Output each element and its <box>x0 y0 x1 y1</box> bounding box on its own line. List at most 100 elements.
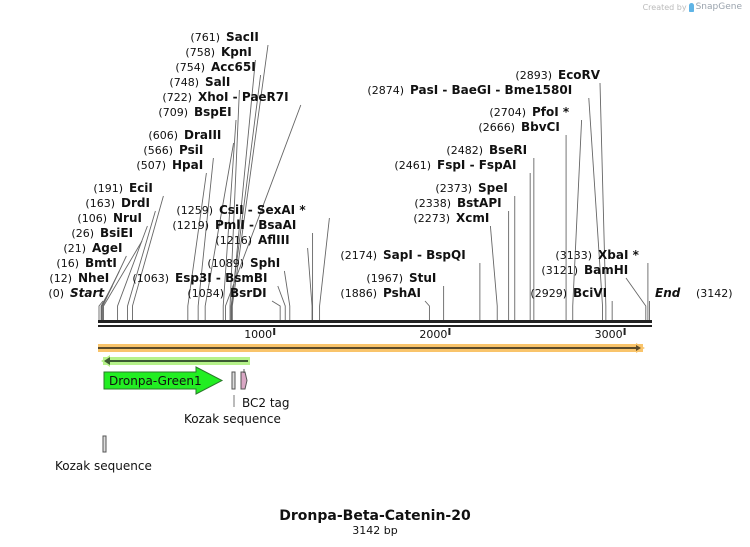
site-name: Start <box>70 286 105 300</box>
site-bsiei[interactable]: BsiEI (26) <box>71 226 133 240</box>
site-bbvci[interactable]: BbvCI (2666) <box>478 120 559 134</box>
orf-reverse-arrow[interactable] <box>101 355 250 367</box>
orf-forward-arrow[interactable] <box>98 343 645 353</box>
site-position: (606) <box>148 129 178 142</box>
site-name: StuI <box>409 271 436 285</box>
site-position: (3121) <box>541 264 578 277</box>
site-position: (2273) <box>413 212 450 225</box>
ruler: 1000 2000 3000 <box>244 328 626 341</box>
site-leader-line <box>117 225 148 320</box>
site-labels: Start (0) NheI (12) BmtI (16) AgeI (21) BsiEI (26… <box>48 30 732 300</box>
site-esp3i[interactable]: Esp3I - BsmBI (1063) <box>132 271 267 285</box>
site-leader-line <box>599 82 607 320</box>
site-start[interactable]: Start (0) <box>48 286 105 300</box>
feature-kozak-sequence-1[interactable]: Kozak sequence <box>184 371 281 426</box>
site-bspei[interactable]: BspEI (709) <box>158 105 231 119</box>
site-agei[interactable]: AgeI (21) <box>63 241 122 255</box>
site-bsrdi[interactable]: BsrDI (1034) <box>187 286 266 300</box>
site-nhei[interactable]: NheI (12) <box>49 271 109 285</box>
site-xbai[interactable]: XbaI * (3133) <box>555 248 639 262</box>
snapgene-credit: Created by SnapGene <box>643 2 742 12</box>
site-pasi[interactable]: PasI - BaeGI - Bme1580I (2874) <box>367 83 572 97</box>
site-name: BstAPI <box>457 196 502 210</box>
site-position: (2338) <box>414 197 451 210</box>
site-leader-line <box>307 247 313 320</box>
site-leader-line <box>225 104 302 320</box>
bc2-tag-label: BC2 tag <box>242 396 290 410</box>
site-name: EciI <box>129 181 153 195</box>
site-pfoi[interactable]: PfoI * (2704) <box>489 105 569 119</box>
site-name: DrdI <box>121 196 150 210</box>
site-drdi[interactable]: DrdI (163) <box>85 196 150 210</box>
site-sphi[interactable]: SphI (1089) <box>207 256 280 270</box>
site-psii[interactable]: PsiI (566) <box>143 143 203 157</box>
site-position: (191) <box>93 182 123 195</box>
site-position: (1034) <box>187 287 224 300</box>
site-leader-line <box>424 300 430 320</box>
site-leader-line <box>127 210 156 320</box>
site-xhoi[interactable]: XhoI - PaeR7I (722) <box>162 90 288 104</box>
site-position: (1886) <box>340 287 377 300</box>
site-afliii[interactable]: AflIII (1216) <box>215 233 289 247</box>
site-position: (2704) <box>489 106 526 119</box>
site-name: FspI - FspAI <box>437 158 516 172</box>
site-leader-line <box>283 270 291 320</box>
site-name: PsiI <box>179 143 203 157</box>
site-name: XhoI - PaeR7I <box>198 90 289 104</box>
site-name: PshAI <box>383 286 421 300</box>
site-sali[interactable]: SalI (748) <box>169 75 230 89</box>
site-bmti[interactable]: BmtI (16) <box>56 256 116 270</box>
site-bcivi[interactable]: BciVI (2929) <box>530 286 607 300</box>
site-name: NheI <box>78 271 109 285</box>
plasmid-name: Dronpa-Beta-Catenin-20 <box>279 508 471 524</box>
site-leader-line <box>187 172 207 320</box>
site-sapi[interactable]: SapI - BspQI (2174) <box>340 248 465 262</box>
site-ecii[interactable]: EciI (191) <box>93 181 152 195</box>
site-name: SalI <box>205 75 230 89</box>
site-leader-line <box>489 225 498 320</box>
site-kpni[interactable]: KpnI (758) <box>185 45 252 59</box>
site-position: (754) <box>175 61 205 74</box>
site-name: XcmI <box>456 211 489 225</box>
site-csii[interactable]: CsiI - SexAI * (1259) <box>176 203 306 217</box>
site-position: (566) <box>143 144 173 157</box>
site-leader-line <box>222 119 237 320</box>
site-leader-line <box>271 300 281 320</box>
site-name: HpaI <box>172 158 203 172</box>
site-hpai[interactable]: HpaI (507) <box>136 158 203 172</box>
site-position: (1219) <box>172 219 209 232</box>
site-position: (2373) <box>435 182 472 195</box>
credit-brand: SnapGene <box>695 2 742 12</box>
site-acc65i[interactable]: Acc65I (754) <box>175 60 255 74</box>
site-stui[interactable]: StuI (1967) <box>366 271 436 285</box>
site-name: BspEI <box>194 105 232 119</box>
site-name: SapI - BspQI <box>383 248 466 262</box>
site-draiii[interactable]: DraIII (606) <box>148 128 221 142</box>
site-bstapi[interactable]: BstAPI (2338) <box>414 196 501 210</box>
site-pmli[interactable]: PmlI - BsaAI (1219) <box>172 218 296 232</box>
site-end[interactable]: End (3142) <box>655 286 733 300</box>
ruler-tick-label: 2000 <box>419 328 447 341</box>
site-spei[interactable]: SpeI (2373) <box>435 181 507 195</box>
feature-dronpa-green1[interactable]: Dronpa-Green1 <box>103 366 224 395</box>
site-fspi[interactable]: FspI - FspAI (2461) <box>394 158 516 172</box>
site-position: (2482) <box>446 144 483 157</box>
site-xcmi[interactable]: XcmI (2273) <box>413 211 489 225</box>
site-name: BseRI <box>489 143 527 157</box>
site-pshai[interactable]: PshAI (1886) <box>340 286 421 300</box>
site-bamhi[interactable]: BamHI (3121) <box>541 263 628 277</box>
site-position: (21) <box>63 242 86 255</box>
feature-bc2-tag[interactable]: BC2 tag <box>240 369 290 410</box>
feature-kozak-sequence-2[interactable]: Kozak sequence <box>55 435 152 473</box>
site-name: BsrDI <box>230 286 267 300</box>
site-bseri[interactable]: BseRI (2482) <box>446 143 527 157</box>
site-position: (722) <box>162 91 192 104</box>
site-sacii[interactable]: SacII (761) <box>190 30 258 44</box>
site-nrui[interactable]: NruI (106) <box>77 211 142 225</box>
site-leader-line <box>229 89 240 320</box>
site-name: EcoRV <box>558 68 601 82</box>
site-name: PfoI * <box>532 105 570 119</box>
site-ecorv[interactable]: EcoRV (2893) <box>515 68 600 82</box>
site-leader-line <box>132 195 164 320</box>
